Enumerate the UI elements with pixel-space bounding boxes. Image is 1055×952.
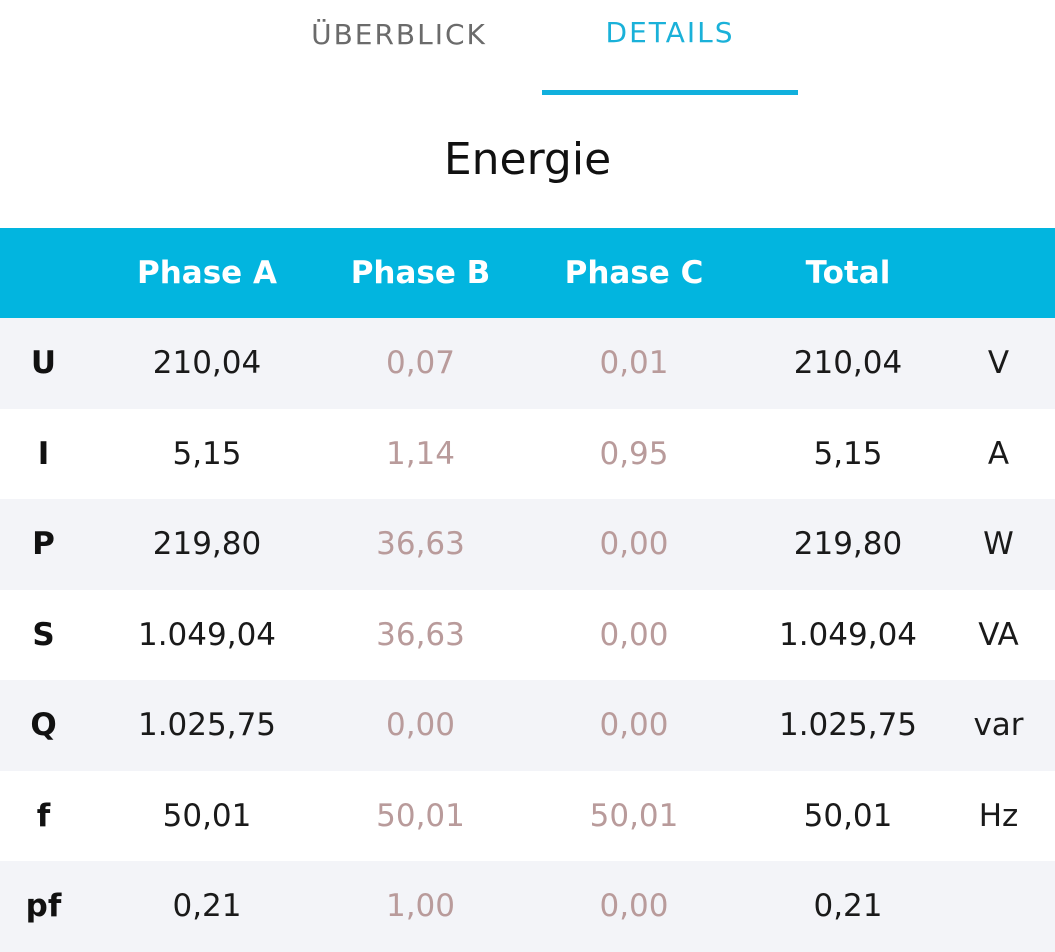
table-row: P 219,80 36,63 0,00 219,80 W: [0, 499, 1055, 590]
row-label: P: [32, 526, 55, 563]
table-row: Q 1.025,75 0,00 0,00 1.025,75 var: [0, 680, 1055, 771]
total-value: 219,80: [793, 526, 903, 563]
phase-c-value: 0,00: [599, 888, 669, 925]
header-phase-a: Phase A: [137, 255, 277, 291]
table-row: U 210,04 0,07 0,01 210,04 V: [0, 318, 1055, 409]
phase-c-value: 0,00: [599, 526, 669, 563]
unit-label: VA: [978, 616, 1019, 653]
phase-b-value: 36,63: [376, 526, 465, 563]
phase-c-value: 50,01: [589, 797, 679, 834]
total-value: 5,15: [813, 435, 883, 472]
header-phase-c: Phase C: [564, 255, 704, 291]
total-value: 1.049,04: [778, 616, 918, 653]
tab-details[interactable]: DETAILS: [542, 0, 798, 95]
total-value: 210,04: [793, 345, 903, 382]
row-label: f: [36, 797, 51, 834]
header-phase-b: Phase B: [350, 255, 491, 291]
energy-table: Phase A Phase B Phase C Total U 210,04 0…: [0, 228, 1055, 952]
table-row: I 5,15 1,14 0,95 5,15 A: [0, 408, 1055, 499]
phase-c-value: 0,00: [599, 616, 669, 653]
phase-c-value: 0,01: [599, 345, 669, 382]
table-row: S 1.049,04 36,63 0,00 1.049,04 VA: [0, 589, 1055, 680]
row-label: U: [30, 345, 57, 382]
unit-label: A: [987, 435, 1010, 472]
unit-label: [942, 861, 1055, 952]
header-label-column: [0, 228, 87, 318]
phase-a-value: 1.049,04: [137, 616, 277, 653]
row-label: S: [32, 616, 55, 653]
total-value: 1.025,75: [778, 707, 918, 744]
phase-a-value: 50,01: [162, 797, 252, 834]
tab-overview[interactable]: ÜBERBLICK: [311, 18, 487, 51]
phase-b-value: 1,14: [385, 435, 456, 472]
phase-a-value: 219,80: [152, 526, 262, 563]
table-row: f 50,01 50,01 50,01 50,01 Hz: [0, 770, 1055, 861]
table-row: pf 0,21 1,00 0,00 0,21: [0, 861, 1055, 952]
phase-a-value: 210,04: [152, 345, 262, 382]
total-value: 0,21: [813, 888, 883, 925]
row-label: Q: [30, 707, 57, 744]
row-label: I: [37, 435, 50, 472]
page-title: Energie: [443, 134, 612, 185]
unit-label: Hz: [978, 797, 1019, 834]
phase-a-value: 5,15: [172, 435, 242, 472]
phase-b-value: 1,00: [385, 888, 456, 925]
phase-c-value: 0,95: [599, 435, 669, 472]
table-header-row: Phase A Phase B Phase C Total: [0, 228, 1055, 318]
phase-b-value: 0,07: [385, 345, 456, 382]
tab-bar: ÜBERBLICK DETAILS: [0, 0, 1055, 95]
phase-c-value: 0,00: [599, 707, 669, 744]
total-value: 50,01: [803, 797, 893, 834]
unit-label: var: [973, 707, 1024, 744]
phase-a-value: 0,21: [172, 888, 242, 925]
unit-label: V: [987, 345, 1010, 382]
row-label: pf: [25, 888, 62, 925]
header-total: Total: [805, 255, 891, 291]
header-unit-column: [942, 228, 1055, 318]
phase-b-value: 36,63: [376, 616, 465, 653]
phase-a-value: 1.025,75: [137, 707, 277, 744]
phase-b-value: 50,01: [376, 797, 465, 834]
phase-b-value: 0,00: [385, 707, 456, 744]
unit-label: W: [983, 526, 1014, 563]
